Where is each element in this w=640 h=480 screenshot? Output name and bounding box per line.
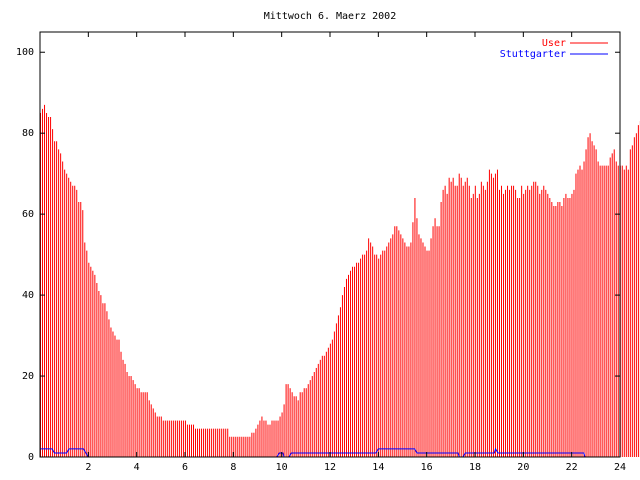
x-axis-ticks: 2 4 6 8 10 12 14 16 18 20 22 24	[85, 32, 626, 473]
y-axis-ticks: 0 20 40 60 80 100	[16, 47, 620, 463]
x-tick-label: 8	[230, 462, 236, 473]
y-tick-label: 80	[22, 128, 34, 139]
y-tick-label: 40	[22, 290, 34, 301]
y-tick-label: 20	[22, 371, 34, 382]
x-tick-label: 22	[566, 462, 578, 473]
y-tick-label: 0	[28, 452, 34, 463]
x-tick-label: 18	[469, 462, 481, 473]
x-tick-label: 24	[614, 462, 626, 473]
x-tick-label: 14	[372, 462, 384, 473]
chart-title: Mittwoch 6. Maerz 2002	[264, 11, 396, 22]
x-tick-label: 16	[421, 462, 433, 473]
x-tick-label: 4	[134, 462, 140, 473]
legend-label-user: User	[542, 38, 566, 49]
x-tick-label: 20	[517, 462, 529, 473]
x-tick-label: 10	[276, 462, 288, 473]
y-tick-label: 100	[16, 47, 34, 58]
user-bars	[40, 104, 640, 457]
x-tick-label: 6	[182, 462, 188, 473]
legend: User Stuttgarter	[500, 38, 608, 60]
stuttgarter-line	[40, 447, 620, 458]
x-tick-label: 2	[85, 462, 91, 473]
y-tick-label: 60	[22, 209, 34, 220]
x-tick-label: 12	[324, 462, 336, 473]
legend-label-stuttgarter: Stuttgarter	[500, 49, 566, 60]
